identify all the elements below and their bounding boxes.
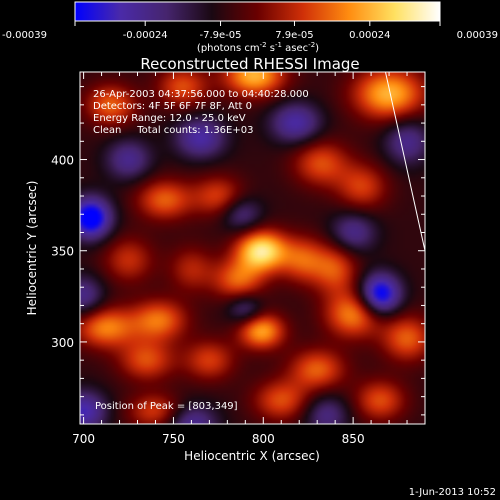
annotation-time-range: 26-Apr-2003 04:37:56.000 to 04:40:28.000 [93,89,309,100]
annotation-detectors: Detectors: 4F 5F 6F 7F 8F, Att 0 [93,101,252,112]
heatmap-image [80,72,425,424]
colorbar-tick-label: -7.9e-05 [200,30,242,41]
colorbar-bar [74,1,441,22]
colorbar-tick-label: -0.00024 [123,30,168,41]
x-axis-title: Heliocentric X (arcsec) [184,449,320,463]
peak-position-label: Position of Peak = [803,349] [95,401,238,412]
colorbar-units-exp: -2 [308,41,315,49]
colorbar-tick-label: 7.9e-05 [275,30,313,41]
colorbar: -0.00039 -0.00024 -7.9e-05 7.9e-05 0.00024 0.… [2,1,498,54]
x-tick-label: 850 [342,432,365,446]
solar-limb-line [384,72,425,251]
annotation-block: 26-Apr-2003 04:37:56.000 to 04:40:28.000… [93,89,309,136]
footer-timestamp: 1-Jun-2013 10:52 [409,487,496,498]
x-tick-label: 700 [72,432,95,446]
y-tick-label: 350 [51,245,74,259]
y-axis: 300 350 400 [51,86,425,416]
colorbar-tick-label: -0.00039 [2,30,47,41]
chart-title: Reconstructed RHESSI Image [140,55,359,73]
colorbar-units-part: asec [282,43,308,54]
colorbar-tick-label: 0.00024 [349,30,390,41]
colorbar-units: (photons cm-2 s-1 asec-2) [197,41,319,54]
colorbar-units-part: s [267,43,275,54]
x-axis: 700 750 800 850 [72,72,426,446]
y-tick-label: 400 [51,154,74,168]
plot-area: 700 750 800 850 300 350 400 26-Apr-2003 04:37… [51,71,426,446]
colorbar-units-part: ) [315,43,319,54]
colorbar-units-exp: -1 [275,41,282,49]
y-tick-label: 300 [51,336,74,350]
colorbar-tick-label: 0.00039 [457,30,498,41]
y-axis-title: Heliocentric Y (arcsec) [25,181,39,316]
plot-frame [79,71,426,425]
x-tick-label: 750 [162,432,185,446]
colorbar-ticks: -0.00039 -0.00024 -7.9e-05 7.9e-05 0.00024 0.… [2,21,498,41]
colorbar-units-part: (photons cm [197,43,260,54]
annotation-energy-range: Energy Range: 12.0 - 25.0 keV [93,113,246,124]
x-tick-label: 800 [252,432,275,446]
annotation-clean-counts: Clean Total counts: 1.36E+03 [93,125,253,136]
colorbar-units-exp: -2 [260,41,267,49]
